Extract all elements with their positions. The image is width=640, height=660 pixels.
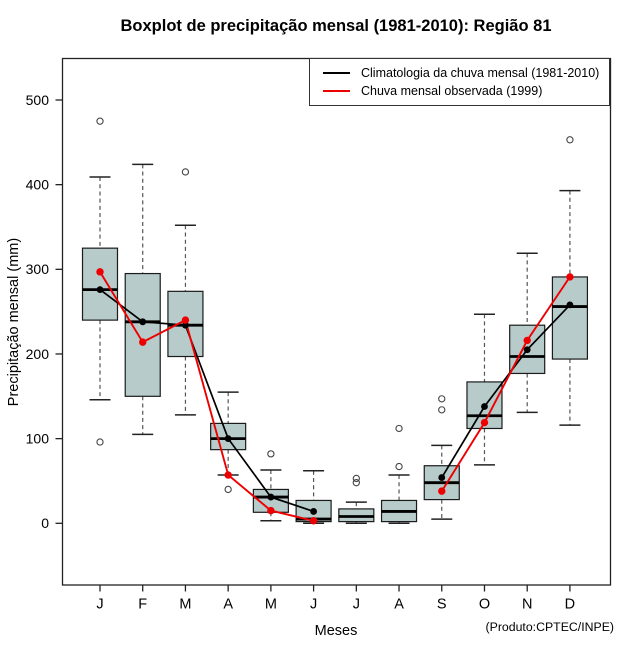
credit-text: (Produto:CPTEC/INPE) xyxy=(485,620,614,634)
observed-line-swatch xyxy=(323,90,350,92)
outlier-point xyxy=(438,395,446,403)
outlier-point xyxy=(352,479,360,487)
legend: Climatologia da chuva mensal (1981-2010)… xyxy=(309,58,610,106)
x-tick-label: M xyxy=(265,597,277,613)
outlier-point xyxy=(352,474,360,483)
y-tick-label: 100 xyxy=(26,430,50,446)
outlier-point xyxy=(395,462,403,471)
outlier-point xyxy=(438,406,446,414)
outlier-point xyxy=(96,117,104,125)
climatology-point xyxy=(224,435,232,443)
y-tick-label: 300 xyxy=(26,261,50,277)
observed-point xyxy=(139,338,147,346)
x-tick-label: J xyxy=(353,597,360,613)
observed-line xyxy=(99,271,571,522)
outlier-point xyxy=(267,450,275,458)
legend-label-observed: Chuva mensal observada (1999) xyxy=(361,84,543,98)
outlier-point xyxy=(395,424,403,433)
legend-item-climatology: Climatologia da chuva mensal (1981-2010) xyxy=(323,66,609,80)
observed-point xyxy=(309,517,318,525)
outlier-point xyxy=(224,485,232,494)
observed-point xyxy=(523,336,531,345)
climatology-line xyxy=(99,288,571,513)
outlier-point xyxy=(181,168,190,176)
climatology-point xyxy=(310,508,317,515)
x-tick-label: A xyxy=(394,597,404,613)
observed-point xyxy=(566,273,574,281)
outlier-point xyxy=(566,136,574,144)
x-tick-label: J xyxy=(96,597,103,613)
climatology-point xyxy=(438,474,446,481)
observed-point xyxy=(96,268,104,276)
observed-point xyxy=(224,471,232,479)
observed-point xyxy=(480,418,489,427)
observed-point xyxy=(267,506,275,515)
y-tick-label: 200 xyxy=(26,346,50,362)
y-tick-label: 500 xyxy=(26,92,50,108)
y-tick-label: 0 xyxy=(41,515,49,531)
x-tick-label: F xyxy=(138,597,147,613)
boxplot-box xyxy=(124,272,161,397)
climatology-point xyxy=(566,301,574,309)
x-tick-label: N xyxy=(522,597,532,613)
observed-point xyxy=(181,316,190,324)
climatology-point xyxy=(523,346,531,354)
climatology-line-swatch xyxy=(323,72,350,74)
climatology-point xyxy=(481,403,488,410)
y-tick-label: 400 xyxy=(26,176,50,192)
y-axis-label: Precipitação mensal (mm) xyxy=(6,237,22,407)
x-tick-label: J xyxy=(310,597,317,613)
climatology-point xyxy=(267,493,275,501)
legend-label-climatology: Climatologia da chuva mensal (1981-2010) xyxy=(361,66,600,80)
climatology-point xyxy=(96,286,104,294)
x-tick-label: A xyxy=(223,597,233,613)
outlier-point xyxy=(96,438,104,446)
x-axis-label: Meses xyxy=(314,623,358,639)
x-tick-label: M xyxy=(179,597,191,613)
boxplot-box xyxy=(81,247,119,321)
climatology-point xyxy=(182,321,189,329)
climatology-point xyxy=(139,318,147,326)
observed-point xyxy=(438,487,446,495)
page-title: Boxplot de precipitação mensal (1981-201… xyxy=(120,17,552,35)
x-tick-label: O xyxy=(479,597,490,613)
x-tick-label: S xyxy=(437,597,447,613)
x-tick-label: D xyxy=(565,597,575,613)
legend-item-observed: Chuva mensal observada (1999) xyxy=(323,84,609,98)
